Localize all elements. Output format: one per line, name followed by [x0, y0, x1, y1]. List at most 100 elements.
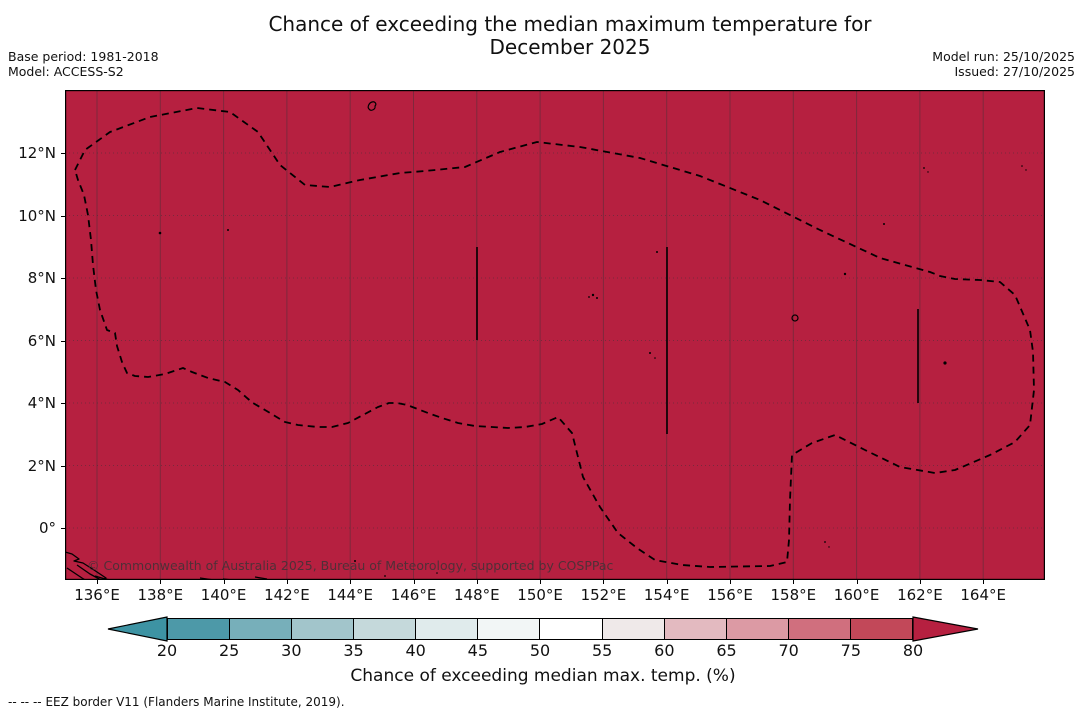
- lon-tick-mark: [350, 580, 352, 584]
- lat-tick-label: 12°N: [18, 144, 56, 162]
- lon-tick-mark: [919, 580, 921, 584]
- colorbar-segment: [664, 619, 727, 639]
- lat-tick-label: 10°N: [18, 206, 56, 225]
- lat-tick-mark: [61, 215, 65, 217]
- lon-tick-label: 150°E: [517, 586, 563, 604]
- lon-tick-label: 164°E: [960, 586, 1006, 604]
- island-dot: [923, 167, 925, 169]
- lon-tick-mark: [413, 580, 415, 584]
- issued-text: Issued: 27/10/2025: [954, 64, 1076, 79]
- colorbar-tick-label: 20: [156, 641, 178, 660]
- island-dot: [227, 229, 229, 231]
- page-title: Chance of exceeding the median maximum t…: [55, 13, 1085, 59]
- island-dot: [436, 572, 438, 574]
- island-dot: [1021, 165, 1023, 167]
- lon-tick-label: 136°E: [74, 586, 120, 604]
- lat-tick-label: 2°N: [27, 456, 56, 475]
- meta-right: Model run: 25/10/2025 Issued: 27/10/2025: [932, 49, 1075, 79]
- colorbar-tick-label: 40: [405, 641, 426, 660]
- lon-tick-label: 162°E: [897, 586, 943, 604]
- lon-tick-label: 146°E: [390, 586, 437, 604]
- colorbar-tick-label: 70: [778, 641, 799, 660]
- colorbar-tick-label: 25: [218, 641, 240, 660]
- lon-tick-mark: [286, 580, 288, 584]
- colorbar-segment: [788, 619, 851, 639]
- coastline: [254, 576, 268, 580]
- colorbar-tick-label: 30: [281, 641, 302, 660]
- lon-tick-mark: [223, 580, 225, 584]
- colorbar-right-arrow: [912, 616, 979, 642]
- island-dot: [591, 293, 595, 297]
- lon-tick-mark: [160, 580, 162, 584]
- eez-legend: -- -- -- EEZ border V11 (Flanders Marine…: [8, 695, 345, 709]
- coastline: [66, 567, 87, 580]
- lat-tick-label: 6°N: [27, 331, 56, 350]
- lon-tick-label: 158°E: [770, 586, 817, 604]
- lon-tick-mark: [730, 580, 731, 584]
- coastline: [65, 551, 107, 580]
- lon-tick-label: 138°E: [137, 586, 184, 604]
- state-boundary-lines: [476, 247, 919, 434]
- island-dot: [354, 560, 356, 562]
- colorbar-segment: [168, 619, 231, 639]
- kosrae-island-dot: [943, 361, 947, 365]
- lon-tick-label: 148°E: [453, 586, 500, 604]
- island-dot: [656, 251, 658, 253]
- eez-legend-dash-symbol: -- -- --: [8, 695, 42, 709]
- colorbar-segment: [850, 619, 912, 639]
- colorbar-label: Chance of exceeding median max. temp. (%…: [350, 666, 736, 686]
- colorbar: [167, 618, 913, 640]
- lat-tick-mark: [61, 403, 65, 404]
- islands: [158, 101, 1027, 577]
- colorbar-left-arrow: [107, 616, 168, 642]
- guam-island-outline: [367, 101, 377, 111]
- colorbar-segment: [416, 619, 479, 639]
- island-dot: [843, 272, 847, 276]
- island-dot: [596, 297, 598, 299]
- colorbar-tick-label: 50: [529, 641, 551, 660]
- island-dot: [588, 296, 590, 298]
- colorbar-tick-label: 35: [343, 641, 364, 660]
- lat-tick-mark: [61, 278, 65, 279]
- island-dot: [824, 541, 826, 543]
- island-dot: [654, 357, 656, 359]
- colorbar-segment: [478, 619, 541, 639]
- base-period-text: Base period: 1981-2018: [8, 49, 159, 64]
- model-text: Model: ACCESS-S2: [8, 64, 124, 79]
- lon-tick-label: 142°E: [264, 586, 310, 604]
- colorbar-segment: [230, 619, 293, 639]
- lon-tick-label: 154°E: [643, 586, 690, 604]
- lon-tick-label: 144°E: [327, 586, 373, 604]
- eez-legend-text: EEZ border V11 (Flanders Marine Institut…: [45, 695, 345, 709]
- island-dot: [1025, 169, 1027, 171]
- lat-tick-label: 0°: [38, 519, 56, 537]
- lon-tick-label: 160°E: [833, 586, 880, 604]
- copyright-watermark: © Commonwealth of Australia 2025, Bureau…: [87, 558, 614, 573]
- colorbar-segment: [602, 619, 665, 639]
- lat-tick-mark: [61, 340, 65, 342]
- lat-tick-mark: [61, 465, 65, 467]
- island-dot: [828, 546, 830, 548]
- lon-tick-mark: [97, 580, 98, 584]
- title-line-1: Chance of exceeding the median maximum t…: [268, 12, 872, 36]
- island-dot: [384, 575, 386, 577]
- map-frame: [65, 90, 1045, 580]
- lat-tick-mark: [61, 153, 65, 154]
- colorbar-tick-label: 60: [654, 641, 675, 660]
- colorbar-tick-label: 80: [902, 641, 924, 660]
- lat-tick-label: 8°N: [27, 269, 56, 287]
- lon-tick-mark: [666, 580, 668, 584]
- lon-tick-mark: [983, 580, 985, 584]
- lat-tick-mark: [61, 528, 65, 529]
- colorbar-segment: [292, 619, 355, 639]
- lon-tick-label: 156°E: [707, 586, 753, 604]
- lon-tick-mark: [603, 580, 605, 584]
- pohnpei-island-outline: [791, 314, 799, 322]
- colorbar-tick-label: 65: [716, 641, 737, 660]
- lon-tick-mark: [476, 580, 478, 584]
- colorbar-tick-label: 55: [591, 641, 613, 660]
- lat-tick-label: 4°N: [27, 394, 56, 412]
- colorbar-tick-label: 45: [467, 641, 488, 660]
- model-run-text: Model run: 25/10/2025: [932, 49, 1075, 64]
